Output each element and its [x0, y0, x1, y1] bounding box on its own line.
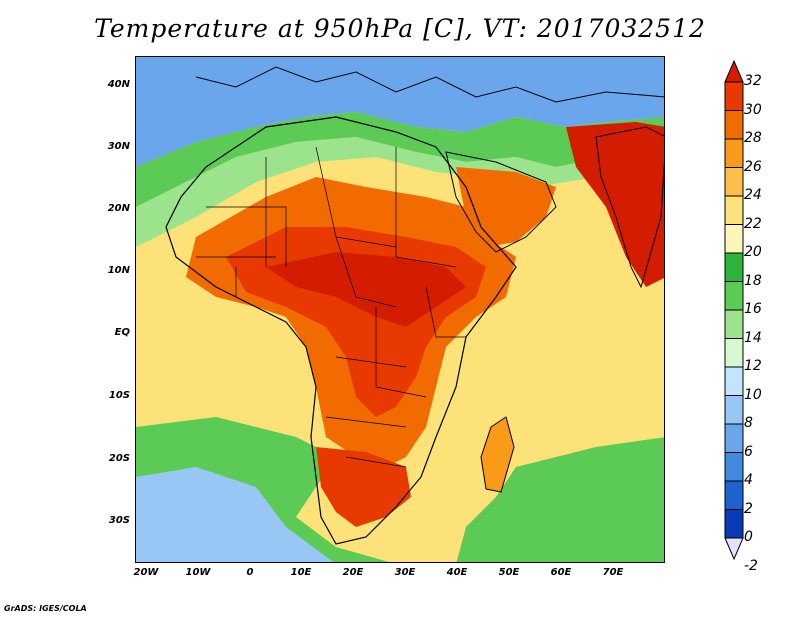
colorbar-box [724, 480, 744, 510]
colorbar-box [724, 224, 744, 254]
colorbar [724, 60, 744, 560]
colorbar-label: 18 [744, 272, 762, 289]
colorbar-label: 28 [744, 130, 762, 146]
colorbar-label: 6 [744, 443, 753, 460]
colorbar-label: 12 [744, 358, 762, 374]
x-tick-20w: 20W [133, 567, 159, 578]
hottest-land-field [266, 252, 466, 327]
map-area [135, 56, 665, 563]
europe-coastline [195, 66, 664, 103]
x-tick-20e: 20E [342, 567, 364, 578]
africa-coastline [165, 116, 517, 545]
colorbar-box [724, 452, 744, 482]
y-tick-20s: 20S [108, 453, 130, 464]
india-hot [566, 122, 664, 287]
cool-north-band [136, 112, 664, 207]
colorbar-box [724, 309, 744, 339]
colorbar-box [724, 366, 744, 396]
x-tick-0: 0 [246, 567, 254, 578]
colorbar-box [724, 338, 744, 368]
x-tick-70e: 70E [602, 567, 624, 578]
madagascar [480, 416, 515, 493]
cool-southeast-band [456, 437, 664, 562]
cold-north-field [136, 57, 664, 167]
grads-credit: GrADS: IGES/COLA [4, 604, 87, 613]
india-coastline [595, 126, 664, 289]
colorbar-label: 30 [744, 101, 762, 118]
colorbar-box [724, 423, 744, 453]
colorbar-label: 8 [744, 415, 753, 431]
colorbar-label: -2 [744, 557, 758, 574]
x-tick-50e: 50E [498, 567, 520, 578]
colorbar-label: 0 [744, 529, 753, 545]
colorbar-label: 16 [744, 301, 762, 317]
cold-south-field [136, 467, 334, 562]
colorbar-label: 4 [744, 472, 753, 488]
y-tick-40n: 40N [107, 79, 130, 90]
colorbar-label: 32 [744, 73, 762, 89]
colorbar-label: 24 [744, 187, 762, 203]
colorbar-box [724, 281, 744, 311]
country-borders [196, 146, 466, 468]
y-tick-10n: 10N [107, 265, 130, 276]
x-tick-60e: 60E [550, 567, 572, 578]
chart-title: Temperature at 950hPa [C], VT: 201703251… [94, 14, 706, 43]
y-tick-30n: 30N [107, 141, 130, 152]
colorbar-label: 26 [744, 158, 762, 175]
colorbar-top-triangle [724, 60, 744, 83]
mild-north-band [136, 137, 664, 247]
colorbar-label: 22 [744, 215, 762, 232]
colorbar-box [724, 195, 744, 225]
colorbar-box [724, 395, 744, 425]
colorbar-box [724, 252, 744, 282]
colorbar-box [724, 167, 744, 197]
y-tick-10s: 10S [108, 390, 130, 401]
arabia-coastline [445, 151, 557, 253]
colorbar-box [724, 138, 744, 168]
x-tick-40e: 40E [446, 567, 468, 578]
colorbar-box [724, 509, 744, 539]
x-tick-10w: 10W [185, 567, 211, 578]
colorbar-box [724, 110, 744, 140]
y-tick-30s: 30S [108, 515, 130, 526]
colorbar-bottom-triangle [724, 537, 744, 560]
colorbar-label: 14 [744, 329, 762, 346]
colorbar-label: 10 [744, 386, 762, 403]
x-tick-30e: 30E [394, 567, 416, 578]
colorbar-label: 2 [744, 500, 753, 517]
colorbar-label: 20 [744, 244, 762, 260]
southern-africa-hot [316, 447, 411, 527]
x-tick-10e: 10E [290, 567, 312, 578]
map-svg [136, 57, 664, 562]
colorbar-box [724, 81, 744, 111]
y-tick-eq: EQ [114, 327, 130, 338]
y-tick-20n: 20N [107, 203, 130, 214]
